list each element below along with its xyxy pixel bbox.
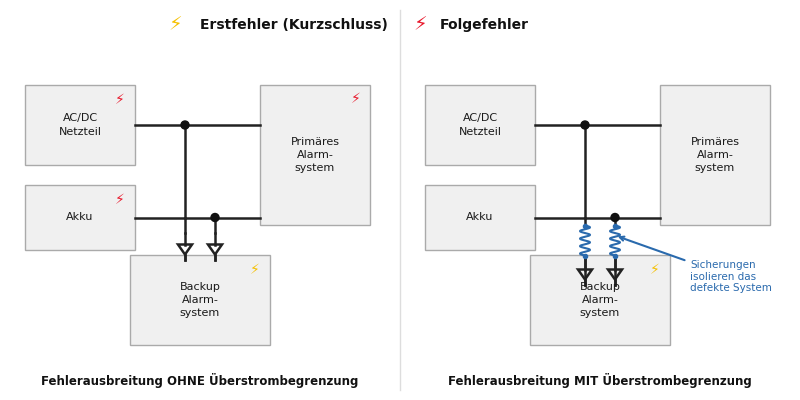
Text: Folgefehler: Folgefehler (440, 18, 529, 32)
Text: Backup
Alarm-
system: Backup Alarm- system (579, 282, 621, 318)
Circle shape (211, 214, 219, 222)
Bar (425, 185, 535, 250)
Bar (425, 85, 535, 165)
Circle shape (581, 121, 589, 129)
Text: Primäres
Alarm-
system: Primäres Alarm- system (290, 137, 339, 173)
Text: Fehlerausbreitung OHNE Überstrombegrenzung: Fehlerausbreitung OHNE Überstrombegrenzu… (42, 373, 358, 388)
Text: AC/DC
Netzteil: AC/DC Netzteil (58, 114, 102, 137)
Bar (130, 255, 270, 345)
Text: Akku: Akku (66, 212, 94, 222)
Text: ⚡: ⚡ (115, 93, 125, 107)
Text: ⚡: ⚡ (351, 92, 361, 106)
Bar (260, 85, 370, 225)
Text: Sicherungen
isolieren das
defekte System: Sicherungen isolieren das defekte System (620, 237, 772, 293)
Bar (25, 185, 135, 250)
Circle shape (611, 214, 619, 222)
Text: AC/DC
Netzteil: AC/DC Netzteil (458, 114, 502, 137)
Text: Primäres
Alarm-
system: Primäres Alarm- system (690, 137, 739, 173)
Text: ⚡: ⚡ (250, 263, 260, 277)
Text: ⚡: ⚡ (115, 193, 125, 207)
Text: ⚡: ⚡ (413, 16, 427, 34)
Bar (660, 85, 770, 225)
Text: ⚡: ⚡ (650, 263, 660, 277)
Bar (25, 85, 135, 165)
Text: Fehlerausbreitung MIT Überstrombegrenzung: Fehlerausbreitung MIT Überstrombegrenzun… (448, 373, 752, 388)
Text: ⚡: ⚡ (168, 16, 182, 34)
Circle shape (181, 121, 189, 129)
Text: Erstfehler (Kurzschluss): Erstfehler (Kurzschluss) (200, 18, 388, 32)
Text: Akku: Akku (466, 212, 494, 222)
Bar (530, 255, 670, 345)
Text: Backup
Alarm-
system: Backup Alarm- system (179, 282, 221, 318)
